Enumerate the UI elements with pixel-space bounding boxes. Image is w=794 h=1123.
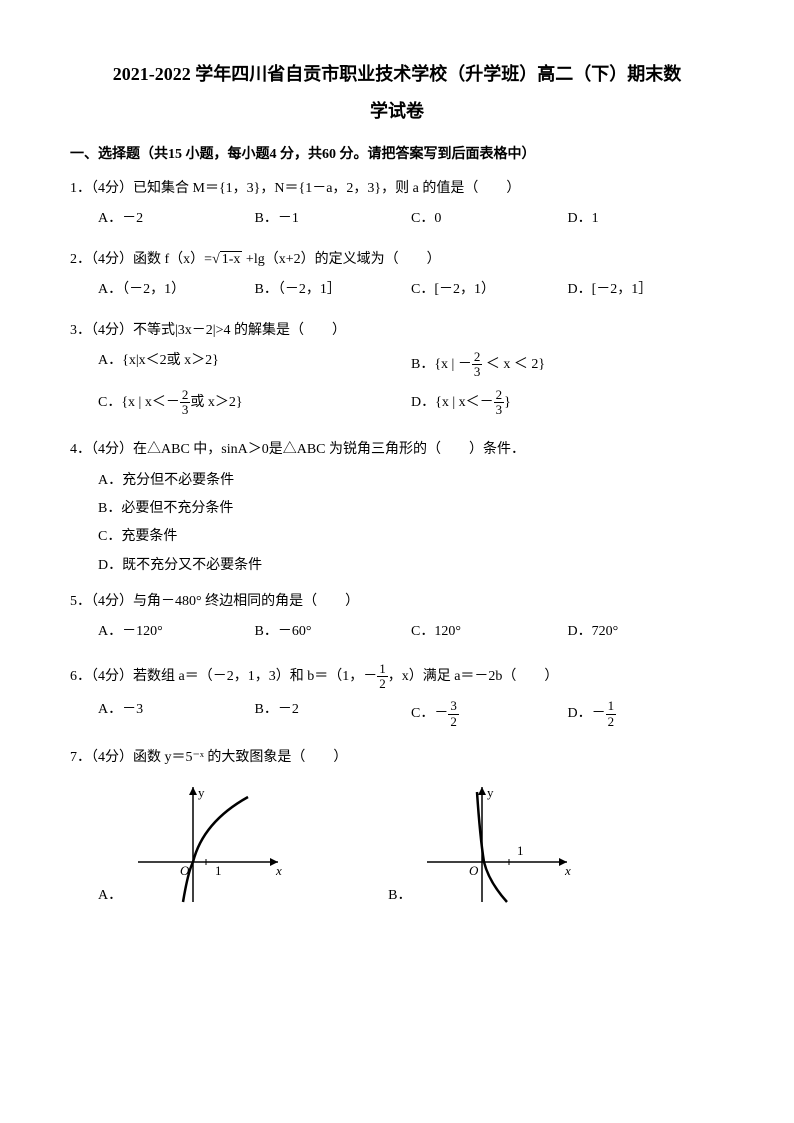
graph-a: y x O 1 <box>128 777 288 907</box>
q1-text: 1．（4分）已知集合 M＝{1，3}，N＝{1－a，2，3}，则 a 的值是（ … <box>70 178 724 200</box>
q7-opt-a: A． <box>98 885 122 907</box>
q5-text: 5．（4分）与角－480° 终边相同的角是（ ） <box>70 591 724 613</box>
q3-opt-a: A．{x|x＜2或 x＞2} <box>98 350 411 380</box>
axis-y-label: y <box>198 785 205 800</box>
q2-suffix: +lg（x+2）的定义域为（ ） <box>242 252 440 267</box>
q3-b-frac: 23 <box>472 350 483 380</box>
q2-text: 2．（4分）函数 f（x）= 1-x +lg（x+2）的定义域为（ ） <box>70 249 724 271</box>
q5-options: A．－120° B．－60° C．120° D．720° <box>70 621 724 647</box>
q6-c-frac: 32 <box>448 699 459 729</box>
q2-opt-d: D．[－2，1］ <box>568 279 725 301</box>
q6-c-pre: C．－ <box>411 706 448 721</box>
sqrt-icon: 1-x <box>212 251 242 267</box>
q6-text: 6．（4分）若数组 a＝（－2，1，3）和 b＝（1，－12，x）满足 a＝－2… <box>70 662 724 692</box>
q3-options: A．{x|x＜2或 x＞2} B．{x | －23 ＜ x ＜ 2} C．{x … <box>70 350 724 425</box>
q4-opt-b: B．必要但不充分条件 <box>98 498 724 520</box>
title-line2: 学试卷 <box>70 97 724 126</box>
q1-opt-d: D．1 <box>568 208 725 230</box>
frac-d: 3 <box>472 365 483 379</box>
q6-mid: ，x）满足 a＝－2b（ ） <box>388 669 559 684</box>
q4-options: A．充分但不必要条件 B．必要但不充分条件 C．充要条件 D．既不充分又不必要条… <box>70 470 724 578</box>
question-5: 5．（4分）与角－480° 终边相同的角是（ ） A．－120° B．－60° … <box>70 591 724 648</box>
frac-n: 2 <box>180 388 191 403</box>
question-1: 1．（4分）已知集合 M＝{1，3}，N＝{1－a，2，3}，则 a 的值是（ … <box>70 178 724 235</box>
frac-d: 3 <box>180 403 191 417</box>
q3-c-post: 或 x＞2} <box>190 395 242 410</box>
title-line1: 2021-2022 学年四川省自贡市职业技术学校（升学班）高二（下）期末数 <box>70 60 724 89</box>
q3-d-frac: 23 <box>494 388 505 418</box>
q1-opt-a: A．－2 <box>98 208 255 230</box>
question-6: 6．（4分）若数组 a＝（－2，1，3）和 b＝（1，－12，x）满足 a＝－2… <box>70 662 724 733</box>
q7-text: 7．（4分）函数 y＝5⁻ˣ 的大致图象是（ ） <box>70 747 724 769</box>
q3-opt-b: B．{x | －23 ＜ x ＜ 2} <box>411 350 724 380</box>
q1-options: A．－2 B．－1 C．0 D．1 <box>70 208 724 234</box>
q6-d-pre: D．－ <box>568 706 606 721</box>
q6-frac1: 12 <box>377 662 388 692</box>
axis-x-label: x <box>275 863 282 878</box>
q2-opt-b: B．（－2，1］ <box>255 279 412 301</box>
q3-b-pre: B．{x | － <box>411 357 472 372</box>
question-7: 7．（4分）函数 y＝5⁻ˣ 的大致图象是（ ） A． y x O 1 B． <box>70 747 724 907</box>
q6-opt-b: B．－2 <box>255 699 412 729</box>
q2-sqrt: 1-x <box>220 251 243 267</box>
q3-opt-d: D．{x | x＜－23} <box>411 388 724 418</box>
q5-opt-b: B．－60° <box>255 621 412 643</box>
q6-options: A．－3 B．－2 C．－32 D．－12 <box>70 699 724 733</box>
frac-n: 1 <box>377 662 388 677</box>
q6-opt-d: D．－12 <box>568 699 725 729</box>
q5-opt-d: D．720° <box>568 621 725 643</box>
frac-n: 2 <box>494 388 505 403</box>
frac-d: 2 <box>448 715 459 729</box>
q6-d-frac: 12 <box>606 699 617 729</box>
q4-opt-a: A．充分但不必要条件 <box>98 470 724 492</box>
question-3: 3．（4分）不等式|3x－2|>4 的解集是（ ） A．{x|x＜2或 x＞2}… <box>70 320 724 426</box>
q7-opt-b-cell: B． y x O 1 <box>388 777 577 907</box>
q5-opt-a: A．－120° <box>98 621 255 643</box>
q3-c-pre: C．{x | x＜－ <box>98 395 180 410</box>
q3-d-pre: D．{x | x＜－ <box>411 395 494 410</box>
q4-opt-c: C．充要条件 <box>98 526 724 548</box>
q4-text: 4．（4分）在△ABC 中，sinA＞0是△ABC 为锐角三角形的（ ）条件． <box>70 439 724 461</box>
one-label: 1 <box>215 863 222 878</box>
q3-text: 3．（4分）不等式|3x－2|>4 的解集是（ ） <box>70 320 724 342</box>
question-2: 2．（4分）函数 f（x）= 1-x +lg（x+2）的定义域为（ ） A．（－2… <box>70 249 724 306</box>
q2-prefix: 2．（4分）函数 f（x）= <box>70 252 212 267</box>
q6-prefix: 6．（4分）若数组 a＝（－2，1，3）和 b＝（1，－ <box>70 669 377 684</box>
q5-opt-c: C．120° <box>411 621 568 643</box>
frac-d: 3 <box>494 403 505 417</box>
graph-b: y x O 1 <box>417 777 577 907</box>
frac-n: 2 <box>472 350 483 365</box>
axis-x-label: x <box>564 863 571 878</box>
q4-opt-d: D．既不充分又不必要条件 <box>98 555 724 577</box>
q3-opt-c: C．{x | x＜－23或 x＞2} <box>98 388 411 418</box>
section-header: 一、选择题（共15 小题，每小题4 分，共60 分。请把答案写到后面表格中） <box>70 144 724 166</box>
q7-opt-b: B． <box>388 885 411 907</box>
question-4: 4．（4分）在△ABC 中，sinA＞0是△ABC 为锐角三角形的（ ）条件． … <box>70 439 724 577</box>
origin-label: O <box>469 863 479 878</box>
q1-opt-c: C．0 <box>411 208 568 230</box>
q2-options: A．（－2，1） B．（－2，1］ C．[－2，1） D．[－2，1］ <box>70 279 724 305</box>
one-label: 1 <box>517 843 524 858</box>
q7-opt-a-cell: A． y x O 1 <box>98 777 288 907</box>
frac-n: 3 <box>448 699 459 714</box>
q3-d-post: } <box>504 395 511 410</box>
q6-opt-a: A．－3 <box>98 699 255 729</box>
q3-b-post: ＜ x ＜ 2} <box>482 357 545 372</box>
q1-opt-b: B．－1 <box>255 208 412 230</box>
q2-opt-a: A．（－2，1） <box>98 279 255 301</box>
q3-c-frac: 23 <box>180 388 191 418</box>
q7-graphs: A． y x O 1 B． y x <box>70 777 724 907</box>
frac-d: 2 <box>606 715 617 729</box>
q6-opt-c: C．－32 <box>411 699 568 729</box>
axis-y-label: y <box>487 785 494 800</box>
q2-opt-c: C．[－2，1） <box>411 279 568 301</box>
frac-n: 1 <box>606 699 617 714</box>
frac-d: 2 <box>377 677 388 691</box>
